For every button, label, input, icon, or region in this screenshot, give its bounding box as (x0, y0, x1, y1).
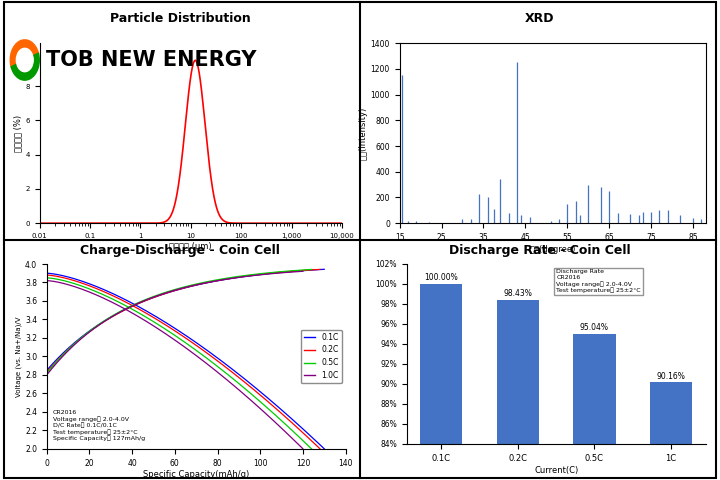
1.0C (194, 281, 203, 287)
X-axis label: Current(C): Current(C) (534, 466, 578, 475)
Text: XRD: XRD (526, 12, 554, 25)
Wedge shape (10, 40, 38, 67)
1.0C (258, 272, 267, 277)
0.1C (320, 266, 328, 272)
0.5C (200, 279, 209, 285)
Text: Discharge Rate
CR2016
Voltage range： 2.0-4.0V
Test temperature： 25±2°C: Discharge Rate CR2016 Voltage range： 2.0… (557, 269, 641, 293)
0.2C (315, 266, 324, 272)
Text: 98.43%: 98.43% (503, 289, 532, 298)
0.2C (273, 270, 282, 276)
0.1C (42, 367, 51, 373)
0.2C (210, 278, 218, 284)
0.2C (42, 369, 51, 375)
Text: 95.04%: 95.04% (580, 323, 609, 332)
0.1C (294, 268, 302, 274)
0.2C (290, 268, 299, 274)
Line: 0.1C: 0.1C (47, 269, 324, 370)
0.5C (43, 369, 52, 375)
0.5C (204, 278, 213, 284)
Line: 0.2C: 0.2C (47, 269, 320, 372)
Text: Charge-Discharge - Coin Cell: Charge-Discharge - Coin Cell (80, 243, 280, 257)
0.1C (276, 270, 285, 276)
1.0C (299, 268, 307, 274)
Y-axis label: 体积频度 (%): 体积频度 (%) (14, 115, 22, 152)
0.1C (212, 278, 221, 284)
Y-axis label: Voltage (vs. Na+/Na)/V: Voltage (vs. Na+/Na)/V (16, 316, 22, 396)
Text: Discharge Rate - Coin Cell: Discharge Rate - Coin Cell (449, 243, 631, 257)
0.5C (282, 268, 291, 274)
0.2C (43, 368, 52, 374)
0.2C (205, 279, 214, 285)
Text: TOB NEW ENERGY: TOB NEW ENERGY (45, 50, 256, 70)
X-axis label: 粒度分布 (μm): 粒度分布 (μm) (169, 242, 212, 251)
Bar (497, 300, 539, 480)
0.1C (43, 366, 52, 372)
1.0C (43, 371, 52, 377)
0.1C (207, 279, 216, 285)
Line: 0.5C: 0.5C (47, 269, 312, 373)
0.2C (204, 279, 213, 285)
X-axis label: 角度(degree): 角度(degree) (529, 245, 576, 254)
Line: 1.0C: 1.0C (47, 271, 303, 375)
1.0C (42, 372, 51, 378)
Text: CR2016
Voltage range： 2.0-4.0V
D/C Rate： 0.1C/0.1C
Test temperature： 25±2°C
Spec: CR2016 Voltage range： 2.0-4.0V D/C Rate：… (53, 410, 145, 442)
Legend: 0.1C, 0.2C, 0.5C, 1.0C: 0.1C, 0.2C, 0.5C, 1.0C (301, 330, 342, 383)
Text: Particle Distribution: Particle Distribution (109, 12, 251, 25)
0.5C (42, 370, 51, 376)
Bar (420, 284, 462, 480)
Wedge shape (11, 53, 40, 80)
0.5C (199, 279, 208, 285)
0.5C (266, 270, 274, 276)
Bar (573, 334, 616, 480)
1.0C (199, 280, 208, 286)
Y-axis label: 强度(Intensity): 强度(Intensity) (359, 107, 368, 160)
1.0C (274, 270, 283, 276)
Circle shape (17, 48, 33, 72)
Text: 90.16%: 90.16% (657, 372, 685, 381)
0.1C (207, 279, 215, 285)
Bar (650, 383, 692, 480)
0.5C (307, 266, 316, 272)
X-axis label: Specific Capacity(mAh/g): Specific Capacity(mAh/g) (143, 470, 249, 480)
1.0C (195, 281, 204, 287)
Text: 100.00%: 100.00% (425, 274, 459, 283)
